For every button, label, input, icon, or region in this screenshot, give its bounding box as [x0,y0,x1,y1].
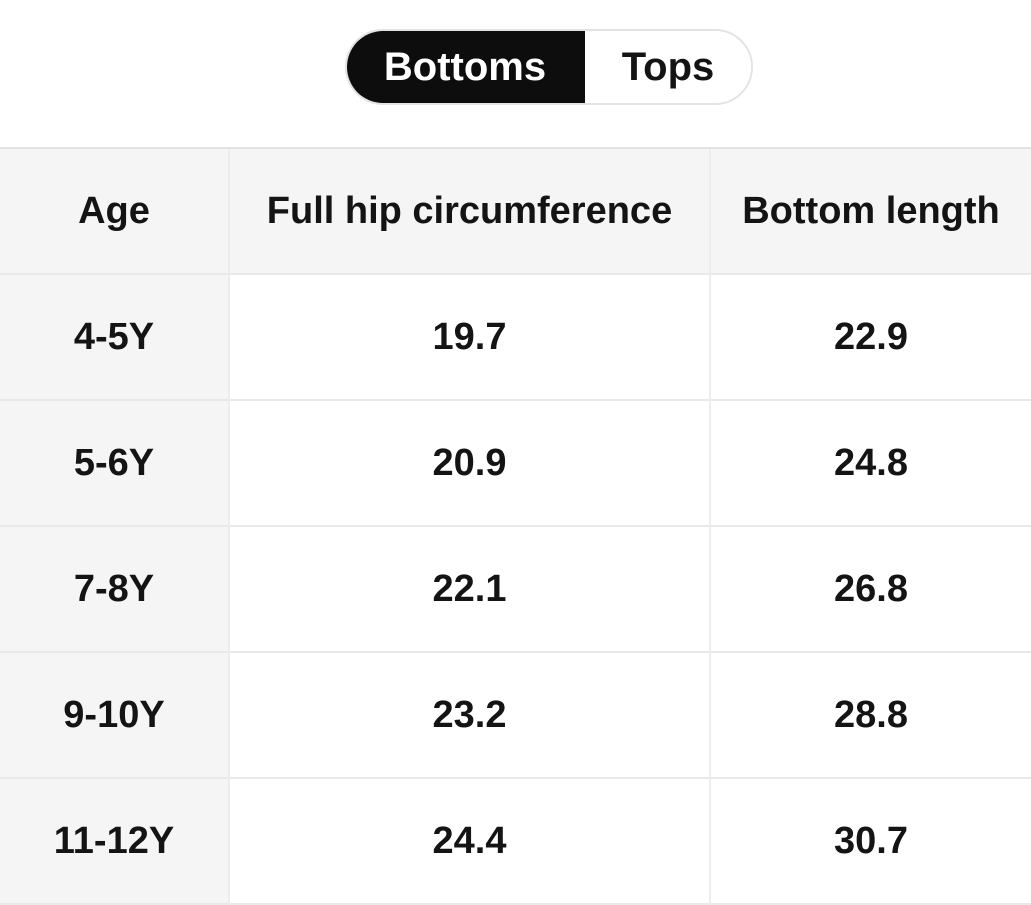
length-value-cell: 26.8 [711,527,1031,653]
length-value-cell: 24.8 [711,401,1031,527]
size-chart-table: Age Full hip circumference Bottom length… [0,147,1031,905]
toggle-tops-button[interactable]: Tops [585,31,751,103]
toggle-bottoms-button[interactable]: Bottoms [347,31,585,103]
category-toggle: Bottoms Tops [345,29,753,105]
length-value-cell: 30.7 [711,779,1031,905]
hip-value-cell: 23.2 [230,653,711,779]
age-cell: 11-12Y [0,779,230,905]
segmented-control: Bottoms Tops [345,29,753,105]
hip-value-cell: 20.9 [230,401,711,527]
column-header-full-hip-circumference: Full hip circumference [230,149,711,275]
age-cell: 9-10Y [0,653,230,779]
hip-value-cell: 24.4 [230,779,711,905]
age-cell: 5-6Y [0,401,230,527]
hip-value-cell: 19.7 [230,275,711,401]
hip-value-cell: 22.1 [230,527,711,653]
length-value-cell: 22.9 [711,275,1031,401]
column-header-bottom-length: Bottom length [711,149,1031,275]
column-header-age: Age [0,149,230,275]
length-value-cell: 28.8 [711,653,1031,779]
age-cell: 7-8Y [0,527,230,653]
age-cell: 4-5Y [0,275,230,401]
